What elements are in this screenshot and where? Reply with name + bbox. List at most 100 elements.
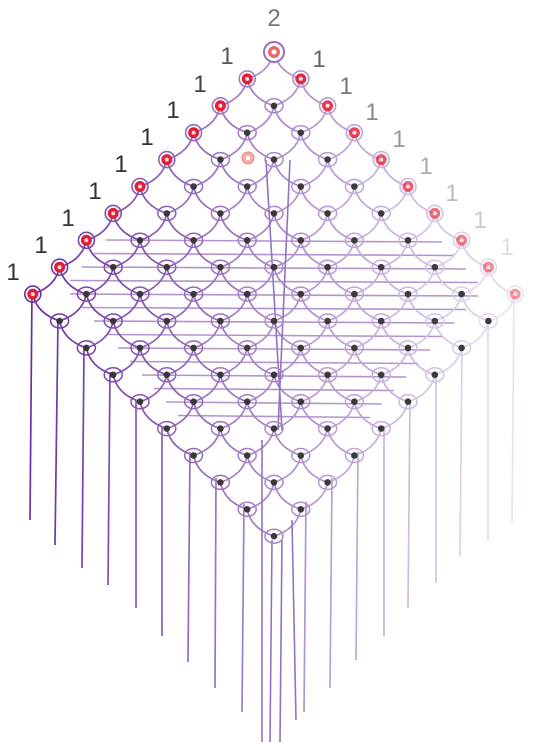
thread-segment — [353, 401, 382, 430]
thread-segment — [300, 320, 329, 349]
thread-tail — [303, 501, 307, 713]
thread-segment — [299, 293, 328, 322]
stitch-dot — [297, 452, 305, 459]
stitch-ring — [344, 393, 365, 410]
thread-segment — [246, 320, 275, 349]
thread-segment — [273, 428, 302, 457]
start-pin-ring — [104, 204, 122, 223]
start-pin-center — [84, 238, 89, 243]
thread-tail — [54, 319, 59, 546]
thread-segment — [326, 374, 355, 403]
start-pin-center — [191, 130, 196, 135]
thread-segment — [246, 347, 275, 376]
stitch-ring — [210, 205, 231, 222]
stitch-ring — [291, 178, 311, 195]
start-pin-ring — [345, 123, 364, 142]
stitch-ring — [264, 474, 284, 491]
thread-segment — [300, 482, 329, 511]
thread-segment — [246, 401, 275, 430]
stitch-ring — [264, 528, 284, 544]
thread-segment — [354, 320, 383, 349]
stitch-dot — [297, 237, 305, 244]
stitch-ring — [183, 447, 204, 464]
stitch-ring — [371, 367, 391, 383]
start-pin-ring — [131, 177, 149, 196]
stitch-ring — [76, 286, 97, 302]
stitch-dot — [270, 263, 278, 271]
stitch-ring — [157, 313, 177, 329]
thread-segment — [461, 267, 490, 295]
thread-segment — [273, 509, 302, 538]
stitch-dot — [190, 237, 197, 244]
weave-row — [93, 252, 455, 257]
start-pin-center — [379, 157, 384, 162]
stitch-ring — [237, 124, 257, 141]
start-pin-center — [164, 157, 169, 162]
stitch-dot — [270, 210, 278, 217]
start-pin-ring — [238, 70, 256, 88]
stitch-ring — [291, 232, 311, 249]
start-pin-ring — [77, 231, 96, 250]
stitch-ring — [210, 474, 231, 491]
stitch-ring — [478, 313, 499, 329]
thread-segment — [246, 78, 275, 107]
thread-segment — [246, 374, 275, 403]
stitch-dot — [136, 344, 144, 352]
start-pin-ring — [158, 150, 176, 169]
thread-segment — [326, 105, 355, 134]
thread-segment — [58, 320, 87, 349]
thread-tail — [459, 347, 463, 557]
stitch-dot — [217, 210, 224, 217]
thread-segment — [299, 132, 328, 161]
stitch-ring — [291, 447, 311, 464]
thread-segment — [246, 293, 275, 322]
pin-labels-layer: 2 1 1 1 1 1 1 1 1 1 1 1 1 1 1 1 1 1 — [6, 5, 513, 286]
start-pin-center — [218, 103, 223, 108]
stitch-dot — [136, 290, 144, 298]
thread-segment — [327, 186, 356, 215]
weave-row — [129, 360, 419, 365]
thread-segment — [246, 455, 275, 484]
central-thread — [291, 519, 297, 721]
thread-segment — [273, 482, 302, 511]
stitch-dot — [109, 371, 117, 379]
stitch-ring — [425, 259, 445, 275]
stitch-ring — [157, 367, 177, 383]
thread-segment — [246, 482, 275, 511]
weave-row — [105, 239, 443, 243]
stitch-dot — [431, 263, 439, 271]
weave-row — [117, 347, 431, 351]
stitch-dot — [324, 317, 331, 325]
thread-segment — [165, 159, 194, 188]
stitch-ring — [237, 393, 257, 410]
thread-segment — [460, 293, 489, 322]
stitch-dot — [163, 371, 171, 379]
thread-segment — [220, 186, 249, 215]
thread-segment — [139, 159, 168, 188]
stitch-ring — [291, 124, 311, 141]
stitch-ring — [130, 286, 150, 302]
stitch-dot — [377, 317, 385, 325]
start-pin-center — [111, 211, 116, 216]
pin-label-top: 2 — [267, 5, 280, 32]
thread-segment — [380, 374, 409, 403]
stitch-dot — [297, 290, 305, 298]
stitch-dot — [377, 263, 385, 271]
thread-tail — [511, 291, 515, 523]
thread-segment — [407, 186, 436, 215]
pin-label-right-7: 1 — [473, 207, 486, 234]
stitch-ring — [371, 420, 391, 437]
thread-segment — [220, 78, 249, 107]
stitch-dot — [109, 317, 117, 325]
stitch-ring — [317, 151, 338, 168]
stitch-dot — [163, 317, 171, 325]
stitch-ring — [237, 501, 257, 518]
stitch-dot — [297, 506, 305, 513]
stitch-ring — [130, 340, 150, 356]
stitch-dot — [270, 102, 278, 110]
thread-segment — [327, 293, 356, 322]
stitch-ring — [398, 232, 418, 249]
thread-tail — [329, 477, 333, 689]
thread-segment — [300, 105, 329, 134]
start-pin-ring — [318, 97, 337, 115]
